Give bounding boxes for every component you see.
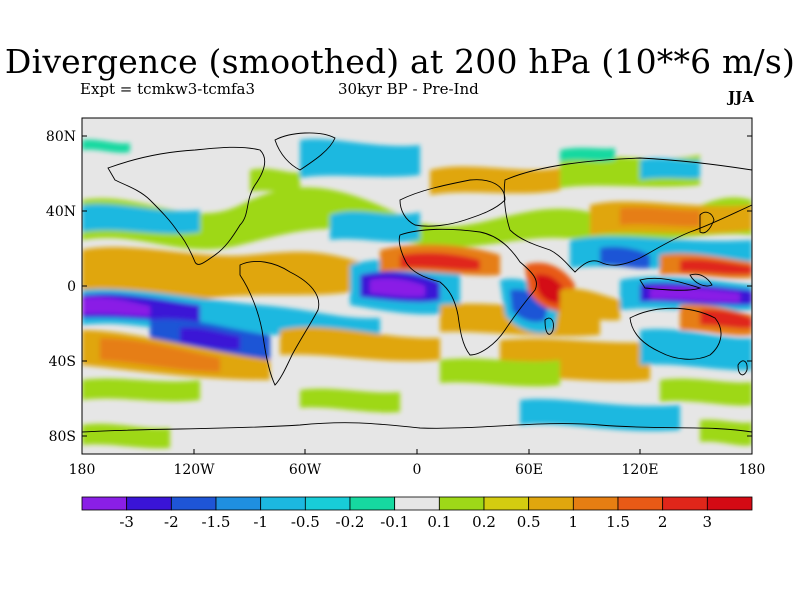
colorbar-label: 0.2 xyxy=(472,513,496,531)
map-title: Divergence (smoothed) at 200 hPa (10**6 … xyxy=(4,42,796,81)
colorbar-label: -2 xyxy=(164,513,179,531)
field-region xyxy=(400,252,480,271)
lon-label: 0 xyxy=(413,462,422,478)
colorbar-label: 0.5 xyxy=(517,513,541,531)
field-region xyxy=(180,327,240,351)
coastline-new-zealand xyxy=(737,360,748,376)
coastline-north-america xyxy=(107,146,266,265)
lon-label: 180 xyxy=(739,462,766,478)
colorbar-swatch xyxy=(304,496,351,511)
coastline-south-america xyxy=(239,261,320,386)
field-region xyxy=(82,139,130,153)
coastline-greenland xyxy=(274,132,336,171)
lat-label: 0 xyxy=(67,279,76,295)
colorbar-swatch xyxy=(528,496,574,511)
colorbar-swatch xyxy=(81,496,128,511)
coastline-madagascar xyxy=(544,317,554,335)
colorbar-swatch xyxy=(617,496,664,511)
field-region xyxy=(430,166,560,195)
coastlines xyxy=(82,132,752,433)
field-region xyxy=(82,187,752,250)
field-region xyxy=(250,168,300,192)
lon-label: 60E xyxy=(515,462,543,478)
field-region xyxy=(680,259,752,275)
colorbar-label: -0.1 xyxy=(380,513,409,531)
field-region xyxy=(650,287,740,303)
field-region xyxy=(560,288,620,321)
divergence-field xyxy=(82,138,752,449)
field-region xyxy=(100,338,220,372)
field-region xyxy=(280,327,440,362)
colorbar-swatch xyxy=(572,496,619,511)
colorbar-swatch xyxy=(349,496,396,511)
lat-tick-marks xyxy=(82,135,752,437)
colorbar-swatch xyxy=(438,496,485,511)
lon-label: 120W xyxy=(173,462,215,478)
coastline-indonesia xyxy=(639,277,702,291)
coastline-asia xyxy=(503,157,752,273)
coastline-australia xyxy=(629,307,722,360)
field-region xyxy=(640,158,700,180)
field-region xyxy=(600,246,650,269)
colorbar xyxy=(81,496,753,511)
field-region xyxy=(300,388,400,413)
period-label: 30kyr BP - Pre-Ind xyxy=(338,80,479,98)
field-region xyxy=(82,297,150,316)
field-region xyxy=(330,211,420,242)
coastline-africa xyxy=(398,228,537,356)
colorbar-label: -3 xyxy=(119,513,134,531)
season-label: JJA xyxy=(728,88,754,106)
field-region xyxy=(700,419,752,446)
field-region xyxy=(82,378,200,402)
field-region xyxy=(700,309,752,329)
colorbar-label: -0.5 xyxy=(291,513,320,531)
colorbar-swatch xyxy=(662,496,708,511)
lon-label: 180 xyxy=(69,462,96,478)
field-region xyxy=(370,278,425,297)
colorbar-swatch xyxy=(260,496,306,511)
coastline-europe xyxy=(399,179,506,227)
field-region xyxy=(560,147,615,162)
field-region xyxy=(620,207,700,227)
field-region xyxy=(82,203,200,234)
field-region xyxy=(82,247,360,303)
colorbar-label: 1.5 xyxy=(606,513,630,531)
colorbar-swatch xyxy=(126,496,172,511)
coastline-antarctica xyxy=(82,422,752,433)
colorbar-swatch xyxy=(483,496,530,511)
lat-label: 40S xyxy=(49,354,76,370)
field-region xyxy=(535,274,565,304)
field-region xyxy=(440,358,560,387)
colorbar-label: 2 xyxy=(658,513,668,531)
lat-label: 40N xyxy=(46,204,76,220)
lat-label: 80N xyxy=(46,129,76,145)
field-region xyxy=(660,378,752,406)
colorbar-swatch xyxy=(706,496,753,511)
field-region xyxy=(300,138,420,178)
colorbar-label: -1.5 xyxy=(202,513,231,531)
colorbar-swatch xyxy=(170,496,217,511)
colorbar-label: -1 xyxy=(253,513,268,531)
lat-label: 80S xyxy=(49,429,76,445)
colorbar-swatch xyxy=(215,496,262,511)
lon-label: 60W xyxy=(289,462,322,478)
coastline-japan xyxy=(699,211,715,234)
lon-tick-marks xyxy=(81,449,753,454)
colorbar-label: 0.1 xyxy=(427,513,451,531)
field-region xyxy=(520,398,680,432)
experiment-label: Expt = tcmkw3-tcmfa3 xyxy=(80,80,256,98)
colorbar-label: 3 xyxy=(703,513,713,531)
coastline-new-guinea xyxy=(689,273,713,287)
field-region xyxy=(640,328,752,371)
colorbar-swatch xyxy=(394,496,440,511)
colorbar-label: 1 xyxy=(569,513,579,531)
lon-label: 120E xyxy=(622,462,659,478)
colorbar-label: -0.2 xyxy=(336,513,365,531)
colorbar-labels: -3 -2 -1.5 -1 -0.5 -0.2 -0.1 0.1 0.2 0.5 1 1.5 2 3 xyxy=(119,513,712,531)
